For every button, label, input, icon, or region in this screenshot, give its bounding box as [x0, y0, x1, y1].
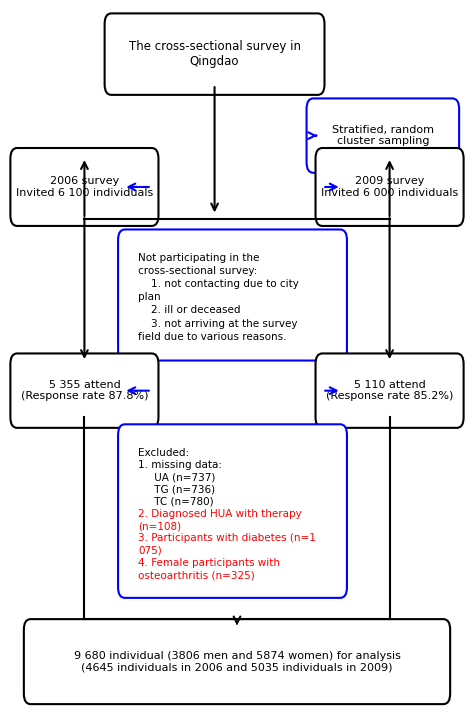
FancyBboxPatch shape — [118, 229, 347, 361]
FancyBboxPatch shape — [307, 99, 459, 173]
Text: 5 110 attend
(Response rate 85.2%): 5 110 attend (Response rate 85.2%) — [326, 380, 453, 401]
Text: Stratified, random
cluster sampling: Stratified, random cluster sampling — [332, 125, 434, 146]
Text: UA (n=737): UA (n=737) — [138, 472, 216, 482]
FancyBboxPatch shape — [10, 148, 158, 226]
Text: The cross-sectional survey in
Qingdao: The cross-sectional survey in Qingdao — [128, 40, 301, 68]
FancyBboxPatch shape — [105, 14, 325, 95]
FancyBboxPatch shape — [24, 619, 450, 704]
Text: (n=108): (n=108) — [138, 521, 182, 531]
Text: plan: plan — [138, 292, 161, 302]
Text: 4. Female participants with: 4. Female participants with — [138, 558, 280, 568]
FancyBboxPatch shape — [10, 353, 158, 428]
FancyBboxPatch shape — [316, 353, 464, 428]
Text: cross-sectional survey:: cross-sectional survey: — [138, 266, 258, 276]
Text: 075): 075) — [138, 545, 162, 555]
Text: TC (n=780): TC (n=780) — [138, 497, 214, 507]
FancyBboxPatch shape — [118, 424, 347, 598]
Text: 2009 survey
Invited 6 000 individuals: 2009 survey Invited 6 000 individuals — [321, 176, 458, 198]
Text: field due to various reasons.: field due to various reasons. — [138, 332, 287, 342]
Text: 3. not arriving at the survey: 3. not arriving at the survey — [138, 318, 298, 328]
Text: 5 355 attend
(Response rate 87.8%): 5 355 attend (Response rate 87.8%) — [21, 380, 148, 401]
Text: 1. not contacting due to city: 1. not contacting due to city — [138, 279, 299, 289]
Text: 9 680 individual (3806 men and 5874 women) for analysis
(4645 individuals in 200: 9 680 individual (3806 men and 5874 wome… — [73, 651, 401, 673]
Text: TG (n=736): TG (n=736) — [138, 484, 215, 494]
Text: 2. ill or deceased: 2. ill or deceased — [138, 306, 241, 316]
Text: 1. missing data:: 1. missing data: — [138, 460, 222, 470]
Text: Excluded:: Excluded: — [138, 448, 190, 458]
FancyBboxPatch shape — [316, 148, 464, 226]
Text: 3. Participants with diabetes (n=1: 3. Participants with diabetes (n=1 — [138, 533, 316, 543]
Text: osteoarthritis (n=325): osteoarthritis (n=325) — [138, 570, 255, 580]
Text: 2. Diagnosed HUA with therapy: 2. Diagnosed HUA with therapy — [138, 509, 302, 519]
Text: 2006 survey
Invited 6 100 individuals: 2006 survey Invited 6 100 individuals — [16, 176, 153, 198]
Text: Not participating in the: Not participating in the — [138, 253, 260, 263]
